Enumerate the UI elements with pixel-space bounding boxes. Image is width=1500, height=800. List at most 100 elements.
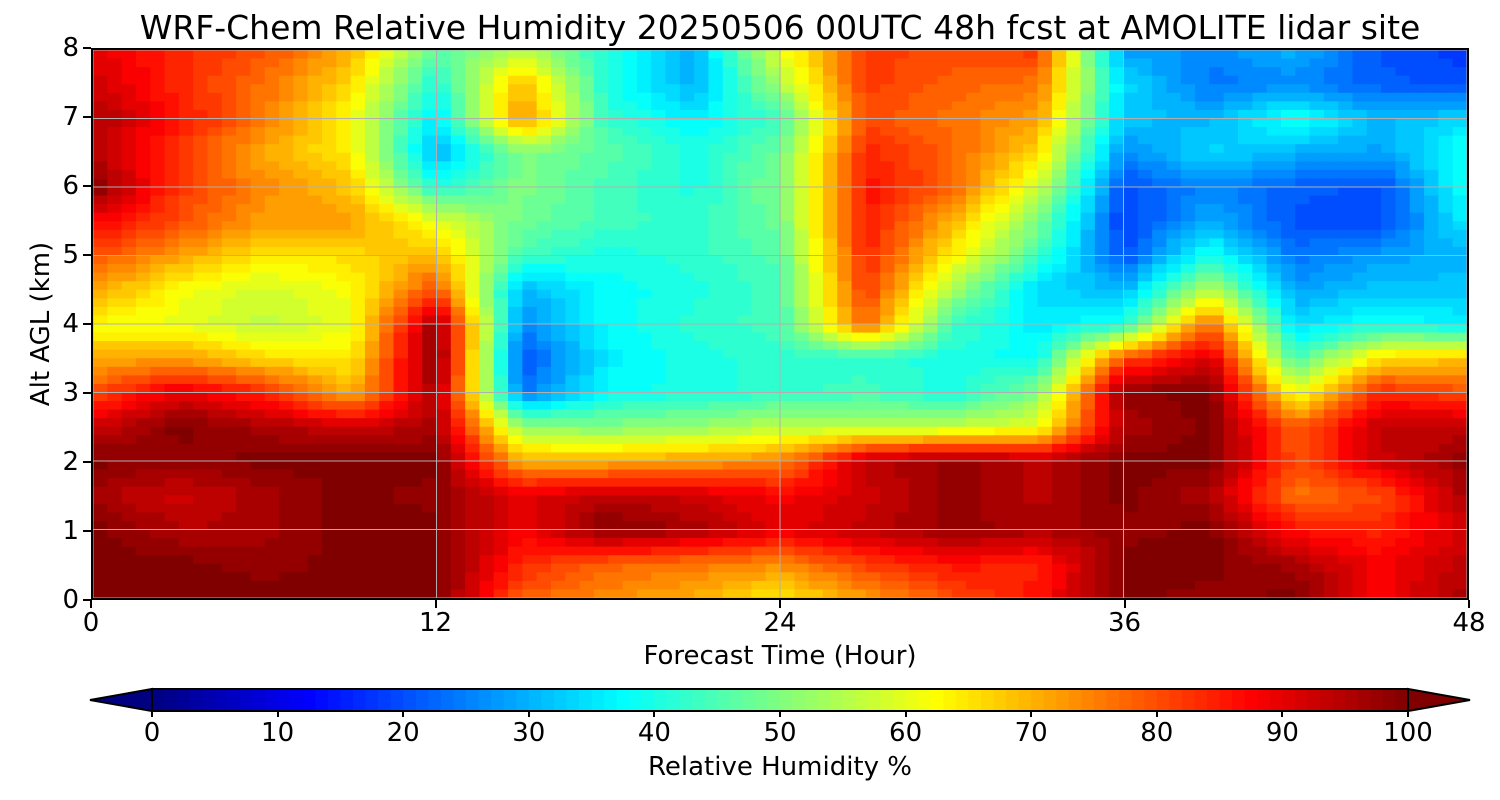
rh-cell [536, 349, 552, 359]
rh-cell [236, 281, 252, 291]
rh-cell [207, 443, 223, 454]
rh-cell [1409, 349, 1425, 359]
rh-cell [1023, 264, 1039, 274]
rh-cell [493, 332, 509, 342]
rh-cell [994, 195, 1010, 205]
rh-cell [1295, 435, 1311, 445]
rh-cell [1094, 255, 1110, 265]
rh-cell [880, 461, 896, 471]
rh-cell [1166, 238, 1182, 248]
rh-cell [1023, 161, 1039, 171]
rh-cell [1366, 478, 1382, 488]
rh-cell [751, 409, 767, 419]
rh-cell [1366, 135, 1382, 145]
rh-cell [1238, 169, 1253, 180]
rh-cell [1152, 127, 1168, 137]
rh-cell [379, 178, 395, 188]
rh-cell [851, 109, 867, 120]
rh-cell [1381, 144, 1397, 154]
rh-cell [708, 281, 724, 291]
rh-cell [336, 409, 352, 419]
rh-cell [951, 127, 967, 137]
rh-cell [479, 392, 495, 402]
rh-cell [236, 127, 252, 137]
rh-cell [780, 58, 795, 68]
rh-cell [994, 187, 1010, 197]
rh-cell [1009, 469, 1024, 479]
rh-cell [379, 212, 395, 222]
rh-cell [1137, 418, 1153, 428]
rh-cell [1180, 84, 1196, 94]
rh-cell [1452, 315, 1467, 325]
rh-cell [551, 152, 566, 162]
rh-cell [264, 161, 280, 171]
rh-cell [1252, 212, 1268, 222]
rh-cell [679, 443, 695, 454]
rh-cell [994, 375, 1010, 385]
rh-cell [1366, 486, 1382, 496]
rh-cell [1009, 298, 1024, 308]
rh-cell [708, 92, 724, 102]
rh-cell [307, 212, 323, 222]
rh-cell [665, 161, 681, 171]
rh-cell [994, 366, 1010, 376]
rh-cell [593, 349, 609, 359]
rh-cell [1323, 349, 1339, 359]
rh-cell [279, 349, 294, 359]
rh-cell [1452, 264, 1467, 274]
rh-cell [679, 84, 695, 94]
rh-cell [1252, 486, 1268, 496]
rh-cell [164, 358, 180, 368]
rh-cell [622, 486, 638, 496]
rh-cell [1238, 101, 1253, 111]
rh-cell [665, 418, 681, 428]
rh-cell [1366, 409, 1382, 419]
rh-cell [450, 255, 466, 265]
rh-cell [808, 246, 824, 257]
rh-cell [937, 144, 953, 154]
rh-cell [93, 469, 108, 479]
rh-cell [1009, 246, 1024, 257]
rh-cell [894, 358, 910, 368]
rh-cell [751, 375, 767, 385]
rh-cell [808, 358, 824, 368]
rh-cell [593, 401, 609, 411]
rh-cell [1094, 75, 1110, 85]
rh-cell [1366, 169, 1382, 180]
rh-cell [336, 204, 352, 214]
rh-cell [737, 195, 752, 205]
rh-cell [665, 221, 681, 231]
rh-cell [479, 349, 495, 359]
rh-cell [150, 366, 166, 376]
rh-cell [1123, 461, 1139, 471]
rh-cell [1252, 409, 1268, 419]
rh-cell [135, 452, 151, 462]
rh-cell [1066, 375, 1082, 385]
rh-cell [737, 238, 752, 248]
rh-cell [493, 341, 509, 351]
rh-cell [1152, 272, 1168, 282]
rh-cell [636, 315, 652, 325]
rh-cell [536, 212, 552, 222]
rh-cell [236, 332, 252, 342]
rh-cell [407, 221, 423, 231]
rh-cell [1209, 349, 1225, 359]
rh-cell [1409, 187, 1425, 197]
rh-cell [880, 101, 896, 111]
rh-cell [393, 178, 409, 188]
rh-cell [665, 478, 681, 488]
rh-cell [1366, 221, 1382, 231]
rh-cell [1009, 221, 1024, 231]
rh-cell [966, 418, 981, 428]
rh-cell [1395, 469, 1411, 479]
rh-cell [565, 401, 581, 411]
rh-cell [1309, 298, 1325, 308]
rh-cell [1438, 229, 1454, 239]
rh-cell [851, 50, 867, 60]
rh-cell [322, 332, 337, 342]
rh-cell [1123, 315, 1139, 325]
rh-cell [536, 264, 552, 274]
rh-cell [980, 409, 996, 419]
rh-cell [422, 289, 438, 299]
rh-cell [1094, 195, 1110, 205]
